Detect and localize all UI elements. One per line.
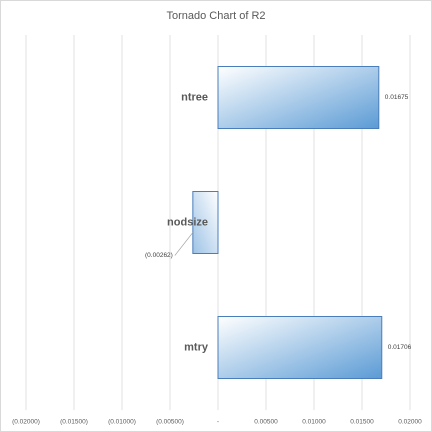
x-tick-label: (0.01000) — [108, 419, 136, 426]
x-tick-label: 0.02000 — [398, 419, 422, 426]
value-label: 0.01675 — [385, 94, 409, 101]
category-label: mtry — [184, 341, 209, 353]
bar — [192, 191, 219, 254]
x-tick-label: 0.01500 — [350, 419, 374, 426]
category-label: ntree — [181, 91, 208, 103]
value-label: (0.00262) — [145, 252, 173, 259]
x-tick-label: - — [217, 419, 219, 426]
leader-line — [174, 232, 194, 256]
bar — [217, 316, 383, 379]
x-tick-label: (0.00500) — [156, 419, 184, 426]
value-label: 0.01706 — [388, 344, 412, 351]
category-label: nodsize — [167, 216, 208, 228]
bar — [217, 66, 380, 129]
x-tick-label: 0.01000 — [302, 419, 326, 426]
x-tick-label: (0.01500) — [60, 419, 88, 426]
x-tick-label: 0.00500 — [254, 419, 278, 426]
chart-title: Tornado Chart of R2 — [166, 10, 265, 22]
x-tick-label: (0.02000) — [12, 419, 40, 426]
